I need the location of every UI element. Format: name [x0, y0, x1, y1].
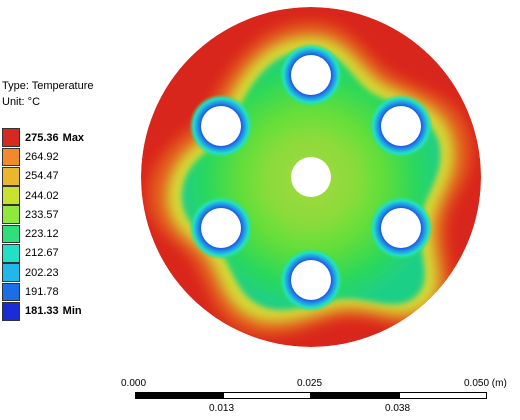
legend-swatch: [2, 244, 20, 263]
color-legend: 275.36 Max 264.92 254.47 244.02 233.57 223.12 2…: [2, 128, 84, 321]
legend-header: Type: Temperature Unit: °C: [2, 78, 94, 110]
legend-swatch: [2, 147, 20, 167]
legend-row: 202.23: [2, 263, 84, 283]
legend-row: 191.78: [2, 282, 84, 302]
legend-value: 223.12: [25, 228, 59, 241]
legend-value: 244.02: [25, 189, 59, 202]
legend-value: 254.47: [25, 170, 59, 183]
legend-unit-label: Unit: °C: [2, 96, 41, 108]
legend-value: 191.78: [25, 286, 59, 299]
legend-swatch: [2, 205, 20, 225]
legend-row: 233.57: [2, 205, 84, 225]
legend-swatch: [2, 224, 20, 244]
legend-swatch: [2, 301, 20, 321]
hole-center: [291, 157, 331, 197]
hole-top: [291, 55, 331, 95]
legend-value: 233.57: [25, 208, 59, 221]
legend-swatch: [2, 263, 20, 283]
legend-row: 212.67: [2, 244, 84, 263]
hole-upper-left: [201, 106, 241, 146]
legend-value: 212.67: [25, 247, 59, 260]
legend-swatch: [2, 166, 20, 186]
legend-swatch: [2, 128, 20, 147]
legend-value: 275.36: [25, 131, 59, 144]
hole-bottom: [291, 260, 331, 300]
legend-row: 275.36 Max: [2, 128, 84, 147]
legend-swatch: [2, 186, 20, 205]
legend-tag: Min: [62, 305, 82, 318]
legend-value: 264.92: [25, 150, 59, 163]
legend-row: 244.02: [2, 186, 84, 205]
hole-upper-right: [381, 106, 421, 146]
legend-type-label: Type: Temperature: [2, 80, 94, 92]
legend-tag: Max: [62, 131, 85, 144]
legend-row: 181.33 Min: [2, 301, 84, 321]
legend-swatch: [2, 282, 20, 302]
holes: [201, 55, 421, 300]
legend-value: 202.23: [25, 266, 59, 279]
hole-lower-right: [381, 208, 421, 248]
legend-row: 264.92: [2, 147, 84, 167]
legend-row: 254.47: [2, 166, 84, 186]
hole-lower-left: [201, 208, 241, 248]
legend-value: 181.33: [25, 305, 59, 318]
legend-row: 223.12: [2, 224, 84, 244]
